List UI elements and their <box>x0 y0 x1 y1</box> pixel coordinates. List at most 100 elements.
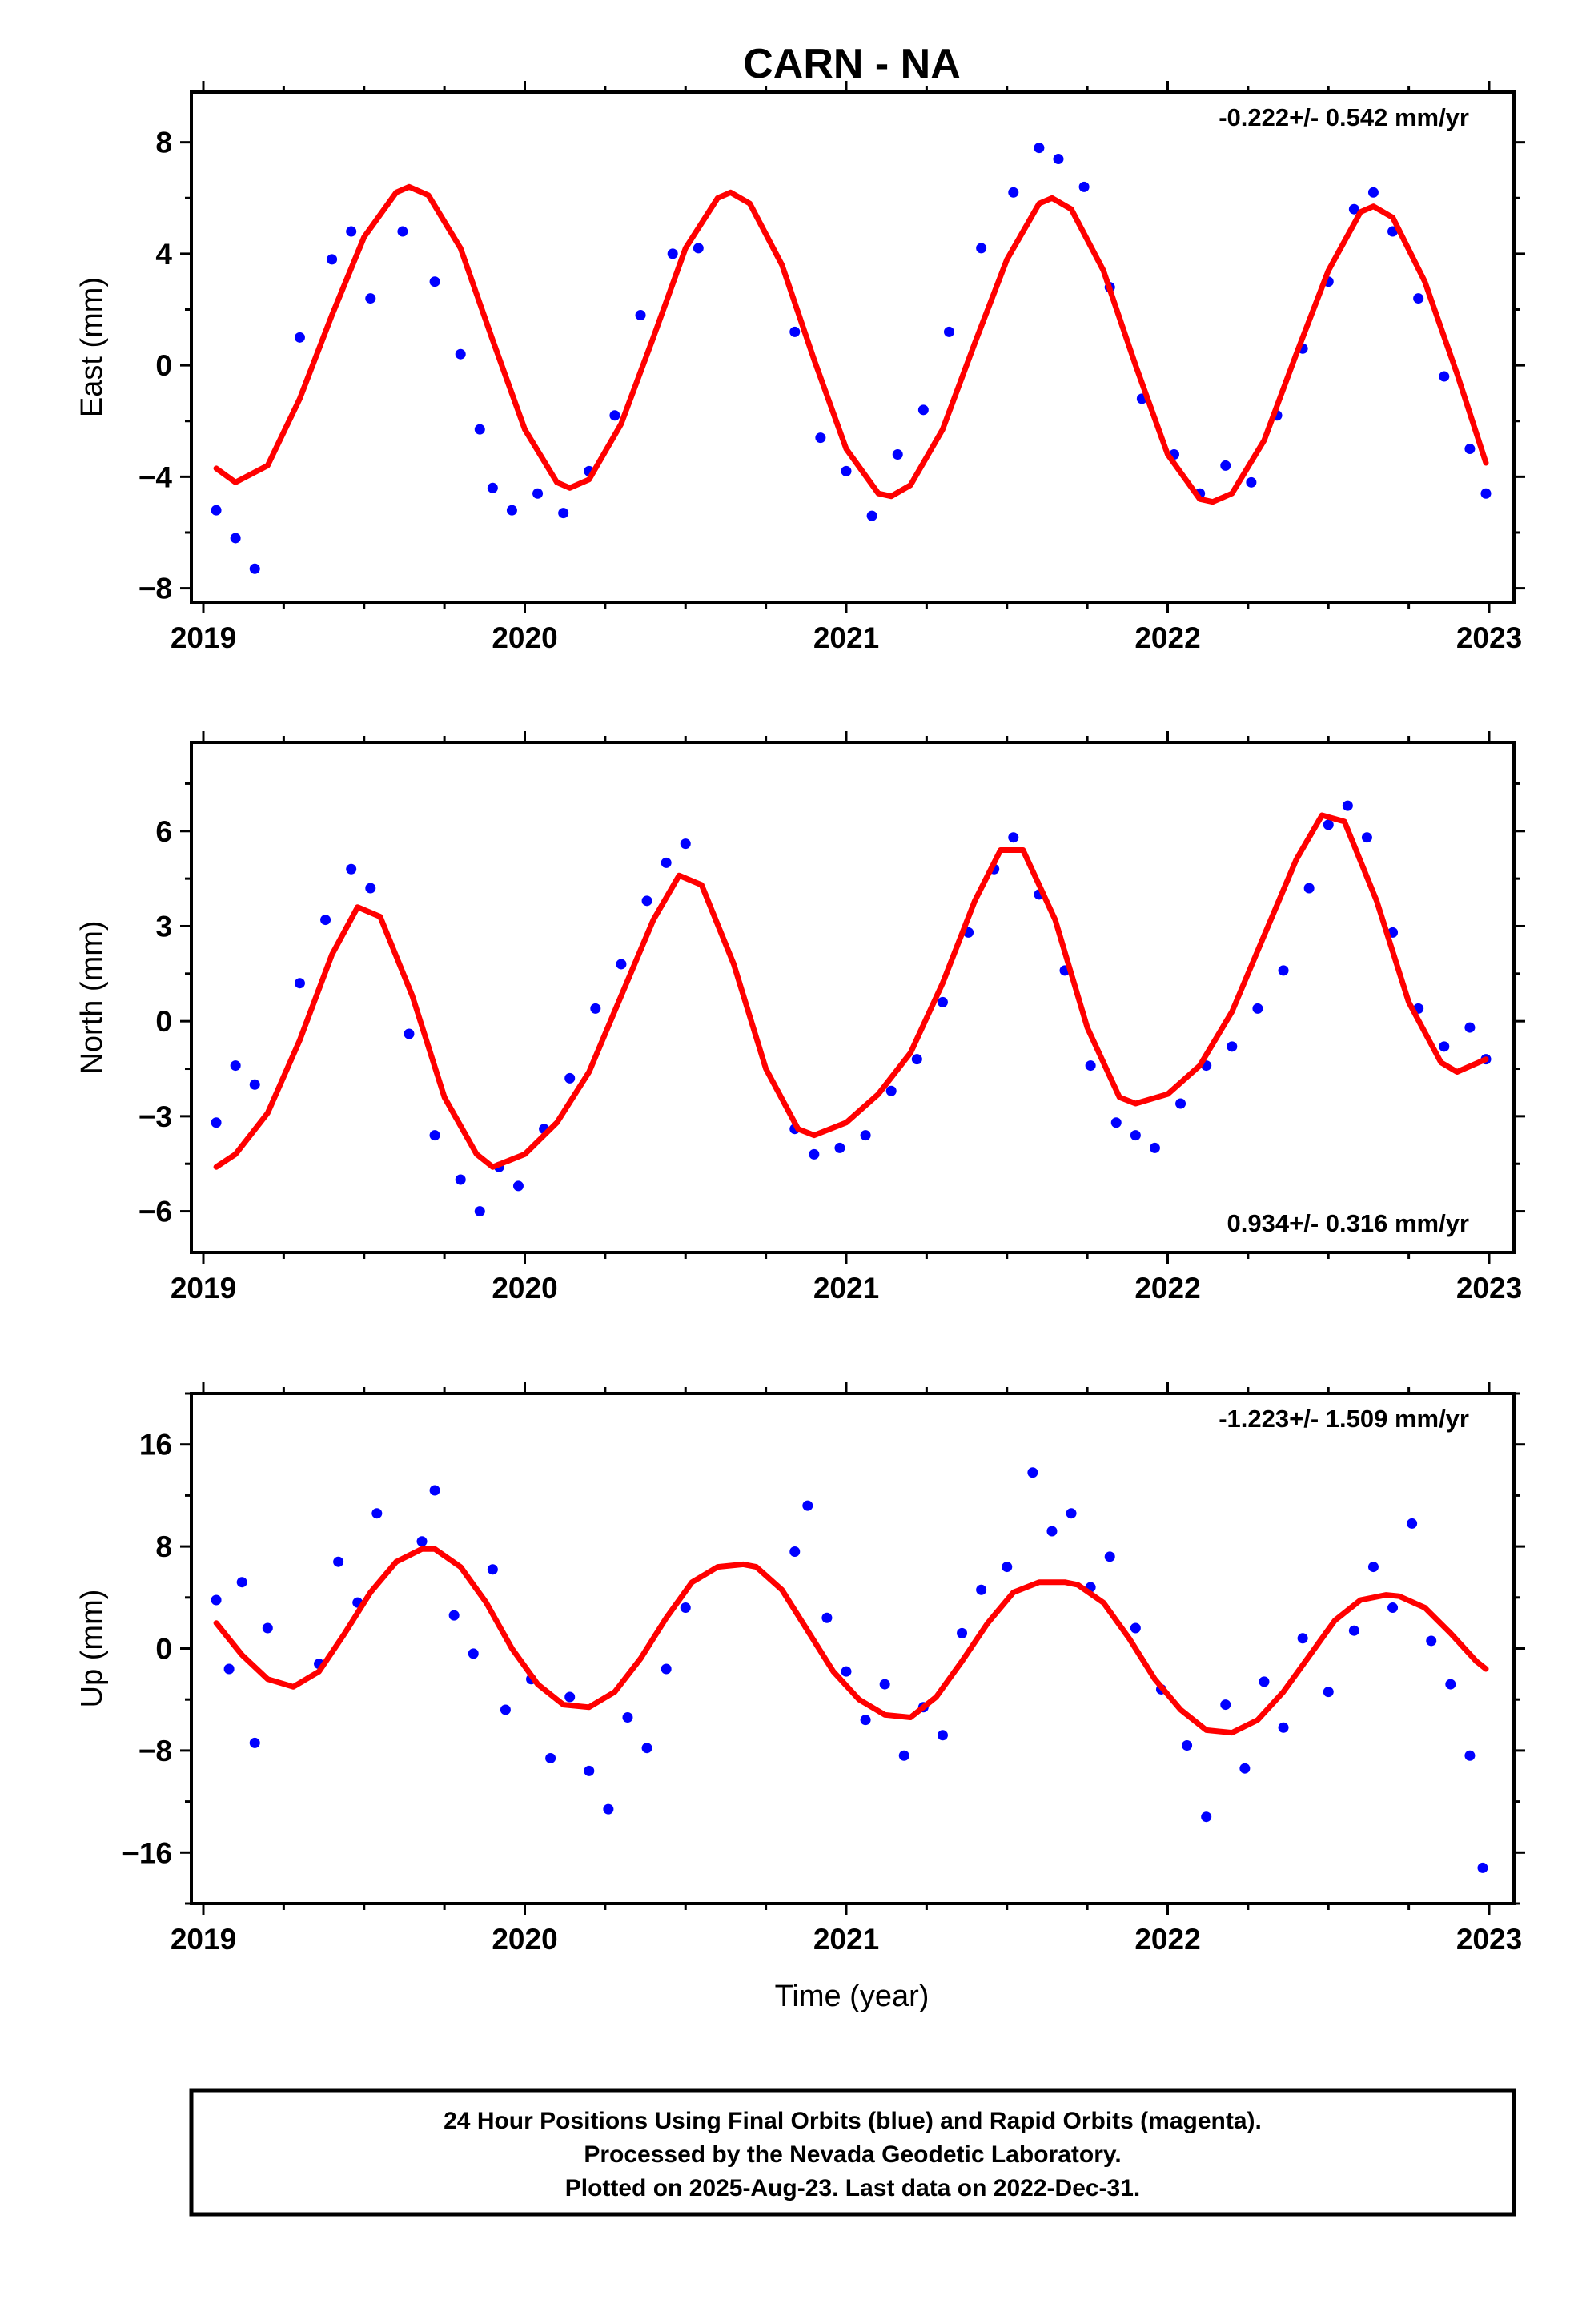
up-data-point <box>1046 1526 1058 1537</box>
up-y-tick-label: 8 <box>155 1530 172 1563</box>
north-data-point <box>1323 819 1334 830</box>
east-plot-frame <box>190 90 1516 604</box>
north-y-tick-label: −6 <box>139 1196 172 1228</box>
figure-title: CARN - NA <box>743 41 961 87</box>
north-data-point <box>641 895 652 907</box>
east-y-tick-label: −4 <box>139 460 173 493</box>
up-y-tick-label: −8 <box>139 1735 172 1767</box>
east-fit-line <box>213 183 1489 505</box>
north-y-tick-label: −3 <box>139 1100 172 1133</box>
up-data-point <box>1445 1679 1456 1690</box>
up-y-tick-label: 16 <box>139 1429 172 1462</box>
east-data-point <box>1246 476 1257 488</box>
up-data-point <box>429 1485 440 1496</box>
up-plot-content: 2019 2020 2021 2022 2023 −16 −8 0 8 16 Up (mm) -1.2… <box>75 1382 1525 1956</box>
up-data-point <box>1278 1722 1289 1733</box>
east-data-point <box>1348 203 1359 215</box>
footer-line-3: Plotted on 2025-Aug-23. Last data on 202… <box>565 2175 1141 2201</box>
east-data-point <box>230 533 241 544</box>
up-data-point <box>487 1564 498 1575</box>
north-data-point <box>616 959 627 970</box>
east-data-point <box>365 293 376 304</box>
east-x-tick-label: 2021 <box>813 621 879 654</box>
east-data-point <box>1480 488 1492 499</box>
north-data-point <box>320 915 331 926</box>
east-y-tick-label: 4 <box>155 238 172 271</box>
east-data-point <box>429 276 440 287</box>
north-data-point <box>1361 832 1372 843</box>
up-data-point <box>1130 1622 1141 1634</box>
up-data-point <box>789 1546 801 1557</box>
up-data-point <box>957 1627 968 1638</box>
up-data-point <box>1426 1635 1437 1647</box>
up-data-point <box>841 1666 852 1677</box>
east-data-point <box>211 505 222 516</box>
east-x-tick-label: 2023 <box>1456 621 1522 654</box>
east-data-point <box>815 432 826 444</box>
up-data-point <box>860 1715 871 1726</box>
north-data-point <box>860 1130 871 1141</box>
east-data-point <box>789 326 801 337</box>
north-data-point <box>885 1085 897 1096</box>
north-data-point <box>1085 1060 1096 1072</box>
east-data-point <box>1367 187 1379 198</box>
north-rate-label: 0.934+/- 0.316 mm/yr <box>1227 1209 1469 1237</box>
east-data-point <box>474 424 485 435</box>
east-data-point <box>1053 154 1064 165</box>
up-fit-line <box>213 1546 1489 1736</box>
north-data-point <box>346 863 357 875</box>
up-data-point <box>468 1648 479 1659</box>
footer-box: 24 Hour Positions Using Final Orbits (bl… <box>189 2088 1516 2217</box>
footer-line-1: 24 Hour Positions Using Final Orbits (bl… <box>444 2108 1262 2134</box>
footer-frame <box>189 2088 1516 2217</box>
up-data-point <box>802 1500 813 1511</box>
up-data-point <box>603 1803 614 1815</box>
north-data-point <box>937 996 948 1007</box>
north-x-tick-label: 2020 <box>492 1272 557 1305</box>
up-data-point <box>564 1691 576 1703</box>
east-data-point <box>1413 293 1424 304</box>
east-data-point <box>249 563 260 574</box>
north-data-point <box>1175 1098 1186 1109</box>
up-rate-label: -1.223+/- 1.509 mm/yr <box>1219 1405 1469 1433</box>
north-data-point <box>211 1117 222 1128</box>
east-data-point <box>943 326 954 337</box>
north-data-point <box>1278 965 1289 976</box>
east-data-point <box>1439 371 1450 382</box>
north-data-point <box>429 1130 440 1141</box>
north-y-axis-label: North (mm) <box>75 920 109 1074</box>
east-data-point <box>635 309 646 320</box>
north-data-point <box>1008 832 1019 843</box>
up-data-point <box>1464 1750 1476 1761</box>
north-y-tick-label: 3 <box>155 910 172 943</box>
up-data-point <box>641 1743 652 1754</box>
north-data-point <box>1130 1130 1141 1141</box>
east-data-point <box>558 508 569 519</box>
east-data-point <box>976 243 987 254</box>
up-x-tick-label: 2022 <box>1134 1923 1200 1956</box>
up-data-point <box>1259 1676 1270 1687</box>
up-x-tick-label: 2023 <box>1456 1923 1522 1956</box>
north-data-point <box>1464 1022 1476 1033</box>
north-data-point <box>1110 1117 1122 1128</box>
up-y-axis-label: Up (mm) <box>75 1590 109 1708</box>
north-y-tick-label: 0 <box>155 1005 172 1038</box>
up-data-point <box>1201 1811 1212 1823</box>
north-plot-frame <box>190 741 1516 1254</box>
up-data-point <box>500 1704 511 1715</box>
north-data-point <box>249 1079 260 1090</box>
north-data-point <box>809 1148 820 1160</box>
up-x-tick-label: 2020 <box>492 1923 557 1956</box>
up-data-point <box>976 1584 987 1595</box>
up-data-point <box>1477 1862 1488 1873</box>
up-data-point <box>661 1663 672 1675</box>
east-panel: 2019 2020 2021 2022 2023 −8 −4 0 4 8 East (mm) -0.2… <box>75 81 1525 654</box>
east-data-point <box>917 404 929 416</box>
north-panel: 2019 2020 2021 2022 2023 −6 −3 0 3 6 North (mm) 0.9… <box>75 731 1525 1305</box>
east-data-point <box>1034 143 1045 154</box>
up-data-point <box>448 1610 460 1621</box>
up-data-point <box>1297 1633 1308 1644</box>
north-data-point <box>404 1028 415 1039</box>
north-data-point <box>1149 1142 1160 1153</box>
